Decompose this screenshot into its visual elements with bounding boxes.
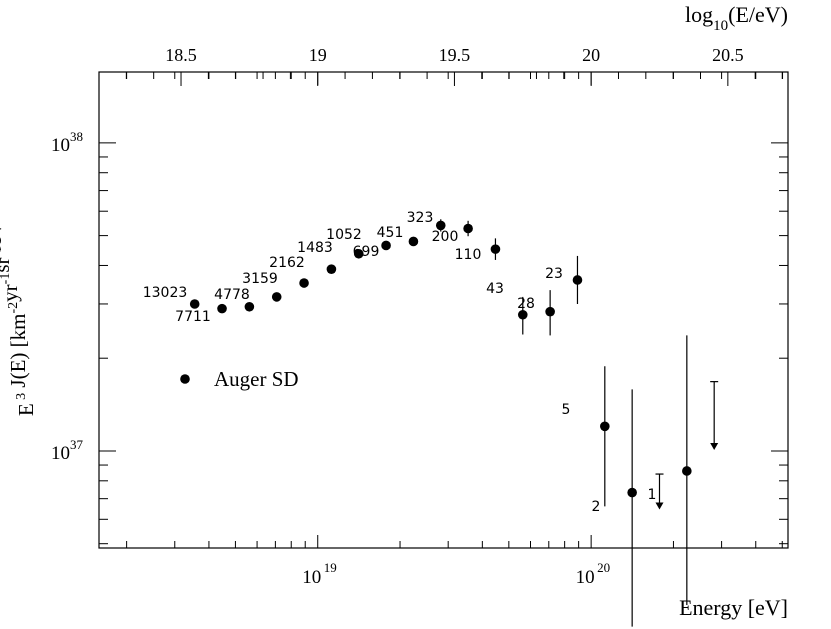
- event-count-label: 323: [407, 210, 434, 226]
- event-count-label: 200: [432, 229, 459, 245]
- data-point: [600, 421, 610, 432]
- data-point-group: 13023: [143, 285, 200, 309]
- data-points: 1302377114778315921621483105269945132320…: [143, 210, 719, 627]
- top-tick-label: 20.5: [712, 45, 744, 65]
- x-tick-exponent: 19: [324, 560, 337, 575]
- x-tick-label: 10: [576, 567, 595, 588]
- top-axis-title: log10(E/eV): [685, 2, 788, 34]
- y-tick-label: 10: [51, 135, 70, 156]
- data-point-group: 23: [545, 255, 583, 304]
- event-count-label: 13023: [143, 285, 188, 301]
- top-tick-label: 20: [582, 45, 600, 65]
- data-point: [299, 278, 309, 288]
- plot-frame: [98, 71, 789, 549]
- legend-label: Auger SD: [214, 367, 299, 391]
- data-point-group: 1: [648, 335, 692, 605]
- y-tick-label: 10: [51, 443, 70, 464]
- data-point: [517, 309, 528, 320]
- event-count-label: 28: [517, 296, 535, 312]
- data-point-group: 200: [432, 220, 473, 245]
- y-tick-exponent: 37: [70, 437, 84, 452]
- upper-limit: [710, 381, 719, 451]
- data-point-group: 5: [562, 366, 610, 507]
- top-tick-label: 18.5: [165, 45, 197, 65]
- data-point: [217, 303, 227, 314]
- data-point: [490, 244, 501, 254]
- event-count-label: 23: [545, 266, 563, 282]
- data-point: [271, 292, 282, 302]
- data-point: [572, 275, 583, 285]
- data-point-group: 110: [455, 238, 501, 263]
- data-point: [381, 240, 391, 251]
- data-point-group: 1052: [326, 227, 364, 259]
- data-point-group: 2: [592, 389, 637, 627]
- event-count-label: 1483: [297, 240, 333, 256]
- data-point: [353, 248, 364, 259]
- data-point-group: 28: [517, 290, 555, 336]
- data-point-group: 1483: [297, 240, 337, 274]
- upper-limit: [655, 473, 664, 510]
- data-point: [408, 236, 419, 247]
- y-axis-title: E 3 J(E) [km-2yr-1sr-1eV 2]: [0, 204, 38, 416]
- data-point: [189, 299, 200, 309]
- data-point: [682, 466, 692, 476]
- event-count-label: 43: [486, 281, 504, 297]
- event-count-label: 451: [377, 225, 404, 241]
- event-count-label: 2162: [269, 255, 305, 271]
- data-point: [326, 264, 337, 274]
- y-tick-exponent: 38: [70, 129, 83, 144]
- event-count-label: 4778: [214, 287, 250, 303]
- data-point-group: 3159: [242, 271, 282, 302]
- upper-limit-arrowhead: [710, 443, 719, 451]
- data-point-group: 2162: [269, 255, 309, 288]
- event-count-label: 5: [562, 402, 571, 418]
- legend-marker: [180, 374, 190, 384]
- event-count-label: 2: [592, 499, 601, 515]
- y-axis-title-text: E 3 J(E) [km-2yr-1sr-1eV 2]: [0, 204, 38, 416]
- top-axis-title-text: log10(E/eV): [685, 2, 788, 34]
- event-count-label: 1052: [326, 227, 362, 243]
- data-point-group: 451: [377, 225, 419, 247]
- data-point: [463, 223, 473, 234]
- data-point: [545, 306, 555, 317]
- top-tick-label: 19: [309, 45, 327, 65]
- event-count-label: 699: [353, 244, 380, 260]
- data-point: [244, 301, 255, 312]
- event-count-label: 1: [648, 487, 657, 503]
- event-count-label: 7711: [175, 309, 211, 325]
- data-point: [435, 220, 446, 231]
- event-count-label: 3159: [242, 271, 278, 287]
- data-point-group: 699: [353, 240, 391, 260]
- top-tick-label: 19.5: [439, 45, 471, 65]
- data-point-group: 4778: [214, 287, 255, 312]
- x-tick-label: 10: [302, 567, 321, 588]
- data-point-group: 43: [486, 281, 528, 335]
- data-point: [627, 487, 637, 498]
- legend: Auger SD: [180, 367, 299, 391]
- x-tick-exponent: 20: [597, 560, 610, 575]
- data-point-group: 323: [407, 210, 446, 232]
- data-point-group: 7711: [175, 303, 227, 325]
- x-axis-title: Energy [eV]: [679, 595, 788, 620]
- upper-limit-arrowhead: [655, 502, 664, 510]
- event-count-label: 110: [455, 247, 482, 263]
